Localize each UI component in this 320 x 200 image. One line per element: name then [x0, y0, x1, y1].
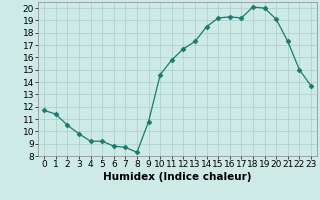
X-axis label: Humidex (Indice chaleur): Humidex (Indice chaleur)	[103, 172, 252, 182]
